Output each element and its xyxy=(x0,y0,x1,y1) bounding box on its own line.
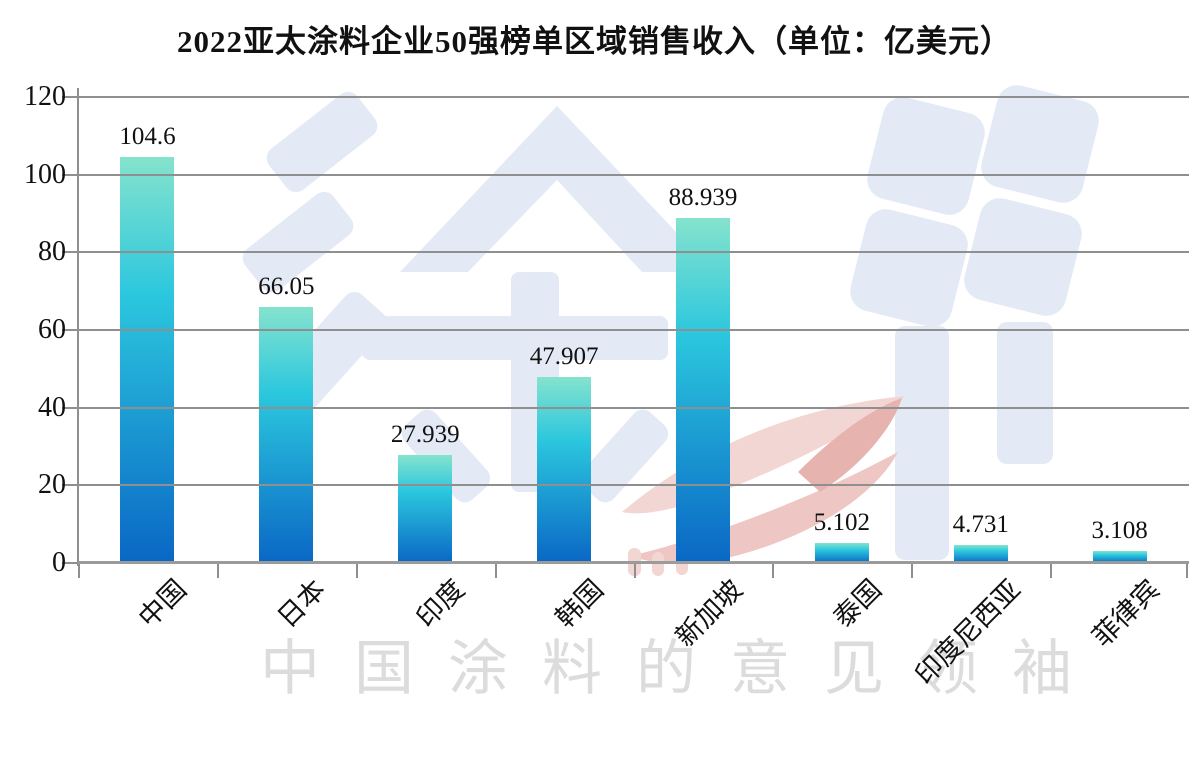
watermark-tu-character xyxy=(242,91,714,503)
bar xyxy=(398,454,453,563)
bar xyxy=(537,376,592,563)
y-axis-tick-label: 40 xyxy=(38,391,66,423)
watermark-logo xyxy=(242,85,1099,576)
y-axis-tick-label: 80 xyxy=(38,236,66,268)
bar xyxy=(1092,550,1147,563)
chart-title: 2022亚太涂料企业50强榜单区域销售收入（单位：亿美元） xyxy=(177,24,1012,59)
x-axis-tick xyxy=(216,564,219,578)
bar-value-label: 47.907 xyxy=(529,342,599,370)
bar xyxy=(814,543,869,563)
bar-value-label: 27.939 xyxy=(390,420,460,448)
bar-value-label: 104.6 xyxy=(119,122,176,150)
bar xyxy=(675,217,730,563)
y-axis-tick xyxy=(62,173,78,176)
y-axis-tick xyxy=(62,484,78,487)
bar-value-label: 4.731 xyxy=(952,510,1009,538)
y-axis-tick-label: 0 xyxy=(52,547,66,578)
y-axis-tick xyxy=(62,406,78,409)
bar-value-label: 5.102 xyxy=(813,509,870,537)
x-axis-tick xyxy=(355,564,358,578)
y-axis-tick-label: 20 xyxy=(38,469,66,501)
x-axis-line xyxy=(78,561,1189,564)
bar-value-label: 88.939 xyxy=(668,183,738,211)
gridline xyxy=(78,484,1189,487)
y-axis-tick-label: 120 xyxy=(24,81,66,112)
y-axis-line xyxy=(77,88,79,566)
y-axis-tick-label: 100 xyxy=(24,158,66,190)
gridline xyxy=(78,406,1189,409)
watermark-jie-character xyxy=(850,85,1099,560)
bar xyxy=(953,544,1008,563)
gridline xyxy=(78,96,1189,98)
y-axis-tick xyxy=(62,329,78,331)
gridline xyxy=(78,173,1189,176)
bar-value-label: 66.05 xyxy=(258,272,315,300)
x-axis-tick xyxy=(772,564,775,578)
x-axis-tick xyxy=(78,564,80,578)
bar-value-label: 3.108 xyxy=(1091,516,1148,544)
y-axis-tick xyxy=(62,96,78,98)
y-axis-tick xyxy=(62,251,78,254)
x-axis-tick xyxy=(633,564,636,578)
y-axis-tick-label: 60 xyxy=(38,314,66,345)
y-axis-tick xyxy=(62,562,78,564)
watermark-tagline: 中国涂料的意见领袖 xyxy=(260,636,1106,702)
gridline xyxy=(78,329,1189,331)
x-axis-tick xyxy=(1186,564,1188,578)
x-axis-tick xyxy=(911,564,914,578)
gridline xyxy=(78,251,1189,254)
x-axis-tick xyxy=(1050,564,1053,578)
bar xyxy=(120,156,175,563)
x-axis-tick xyxy=(494,564,497,578)
bar xyxy=(259,306,314,563)
chart-canvas: 中国涂料的意见领袖 2022亚太涂料企业50强榜单区域销售收入（单位：亿美元） … xyxy=(24,24,1189,702)
